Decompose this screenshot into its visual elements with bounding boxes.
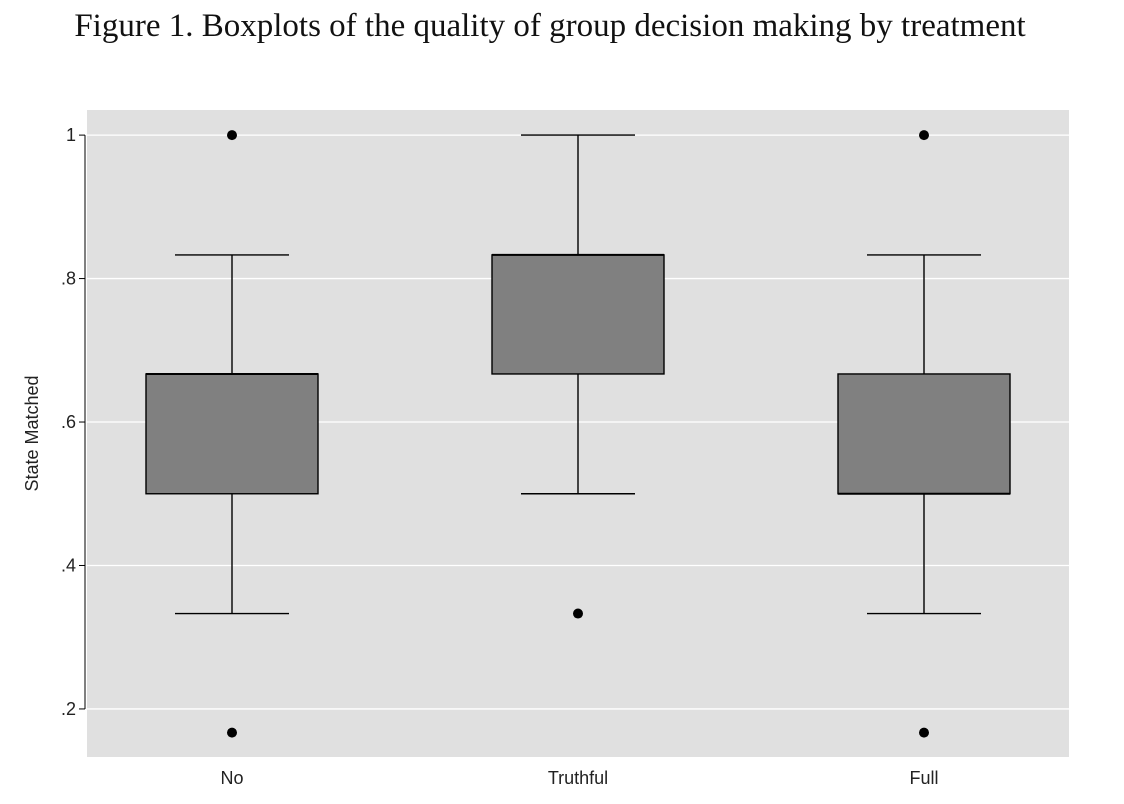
box-no — [145, 130, 319, 738]
outlier-point — [919, 727, 929, 738]
figure-title: Figure 1. Boxplots of the quality of gro… — [74, 8, 1026, 44]
y-tick-label: 1 — [66, 125, 76, 145]
outlier-point — [919, 130, 929, 141]
category-label-no: No — [220, 768, 243, 788]
y-tick-label: .8 — [61, 269, 76, 289]
category-label-truthful: Truthful — [548, 768, 608, 788]
y-axis-title: State Matched — [22, 375, 42, 491]
boxes — [145, 130, 1011, 738]
y-tick-label: .2 — [61, 699, 76, 719]
y-axis: .2 .4 .6 .8 1 — [61, 125, 86, 719]
box-truthful — [491, 134, 665, 619]
outlier-point — [227, 130, 237, 141]
box-full — [837, 130, 1011, 738]
outlier-point — [227, 727, 237, 738]
iqr-box — [145, 373, 319, 495]
outlier-point — [573, 608, 583, 619]
y-tick-label: .4 — [61, 555, 76, 575]
y-tick-label: .6 — [61, 412, 76, 432]
iqr-box — [837, 373, 1011, 495]
category-label-full: Full — [909, 768, 938, 788]
iqr-box — [491, 254, 665, 375]
category-labels: No Truthful Full — [220, 768, 938, 788]
